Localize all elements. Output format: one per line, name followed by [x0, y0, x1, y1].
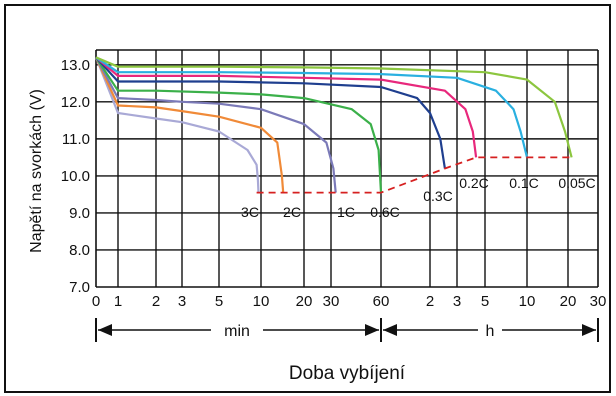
discharge-curve-2C	[94, 56, 285, 193]
ticks: 13.0 12.0 11.0 10.0 9.0 8.0 7.00 1 2 3 5 10 20 30 60 2 3…	[61, 57, 607, 310]
series-label-0.2C: 0.2C	[459, 175, 489, 191]
cutoff-line-group	[256, 156, 572, 194]
x-tick-label: 20	[560, 293, 577, 310]
cutoff-voltage-line	[256, 156, 572, 194]
min-unit-label: min	[224, 323, 250, 340]
x-tick-label: 20	[296, 293, 313, 310]
x-tick-label: 3	[178, 293, 186, 310]
series-label-3C: 3C	[241, 204, 259, 220]
x-tick-label: 60	[373, 293, 390, 310]
h-arrowhead-left	[383, 324, 397, 336]
min-arrowhead-right	[365, 324, 379, 336]
grid	[95, 49, 599, 288]
x-tick-label: 3	[453, 293, 461, 310]
h-arrowhead-right	[582, 324, 596, 336]
min-arrowhead-left	[98, 324, 112, 336]
discharge-curve-0.6C	[95, 56, 383, 193]
x-tick-label: 2	[426, 293, 434, 310]
series-label-2C: 2C	[283, 204, 301, 220]
series-label-0.1C: 0.1C	[509, 175, 539, 191]
y-tick-label: 8.0	[69, 242, 90, 259]
discharge-curve-0.05C	[95, 56, 573, 158]
x-tick-label: 5	[215, 293, 223, 310]
discharge-curve-1C	[95, 56, 337, 193]
series-label-0.3C: 0.3C	[423, 188, 453, 204]
x-tick-label: 0	[92, 293, 100, 310]
discharge-curve-0.3C	[95, 56, 446, 169]
discharge-curve-0.1C	[95, 56, 529, 158]
time-units: min h	[95, 318, 599, 342]
x-tick-label: 5	[481, 293, 489, 310]
x-tick-label: 10	[253, 293, 270, 310]
y-tick-label: 9.0	[69, 205, 90, 222]
series-label-0.05C: 0.05C	[558, 175, 595, 191]
discharge-curve-3C	[94, 56, 260, 193]
x-tick-label: 30	[590, 293, 607, 310]
x-tick-label: 30	[323, 293, 340, 310]
x-axis-label: Doba vybíjení	[289, 363, 406, 384]
x-tick-label: 1	[114, 293, 122, 310]
discharge-curve-0.2C	[95, 56, 478, 158]
y-tick-label: 11.0	[62, 131, 90, 148]
series-label-0.6C: 0.6C	[370, 204, 400, 220]
y-tick-label: 13.0	[61, 57, 90, 74]
series-label-1C: 1C	[337, 204, 355, 220]
series-labels: 3C 2C 1C 0.6C 0.3C 0.2C 0.1C 0.05C	[241, 175, 596, 220]
y-tick-label: 12.0	[61, 94, 90, 111]
y-axis-label: Napětí na svorkách (V)	[28, 89, 45, 253]
y-tick-label: 7.0	[69, 279, 90, 296]
outer-border	[4, 4, 611, 393]
curves	[94, 56, 573, 193]
y-tick-label: 10.0	[61, 168, 90, 185]
x-tick-label: 10	[519, 293, 536, 310]
h-unit-label: h	[486, 323, 495, 340]
x-tick-label: 2	[152, 293, 160, 310]
